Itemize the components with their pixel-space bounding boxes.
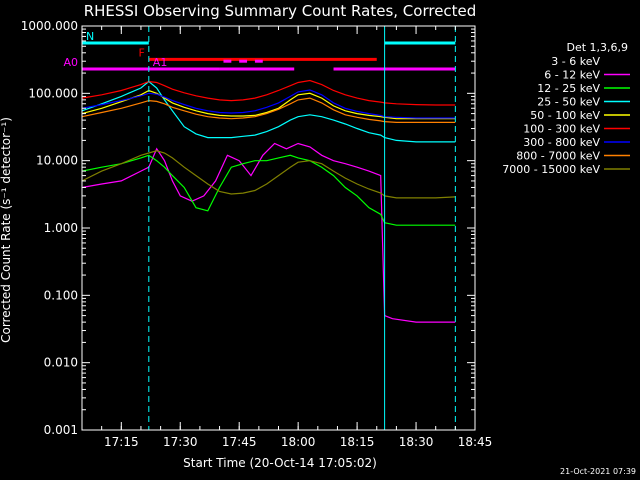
x-tick-label: 17:15 — [104, 435, 139, 449]
legend-label: 6 - 12 keV — [544, 69, 600, 82]
plot-frame — [81, 25, 476, 431]
x-axis-label: Start Time (20-Oct-14 17:05:02) — [183, 456, 377, 470]
state-bars: N F A0 A1 — [63, 30, 456, 71]
series-line-8 — [81, 150, 456, 199]
legend-label: 12 - 25 keV — [537, 82, 600, 95]
state-bar-label: A1 — [153, 56, 168, 69]
state-bar-label: F — [138, 46, 144, 59]
legend-label: 800 - 7000 keV — [516, 150, 600, 163]
state-bar-label: A0 — [63, 56, 78, 69]
x-tick-label: 18:15 — [340, 435, 375, 449]
series-line-7 — [81, 97, 456, 124]
series-line-4 — [81, 89, 456, 120]
series-layer — [81, 79, 456, 363]
legend-label: 3 - 6 keV — [551, 55, 600, 68]
x-tick-label: 18:00 — [281, 435, 316, 449]
y-tick-label: 1000.000 — [21, 19, 78, 33]
chart-title: RHESSI Observing Summary Count Rates, Co… — [84, 2, 477, 20]
series-line-5 — [81, 79, 456, 106]
x-tick-label: 18:45 — [458, 435, 493, 449]
timestamp: 21-Oct-2021 07:39 — [560, 467, 636, 476]
x-tick-label: 18:30 — [399, 435, 434, 449]
y-tick-label: 0.010 — [44, 356, 78, 370]
x-tick-label: 17:45 — [222, 435, 257, 449]
y-tick-label: 0.001 — [44, 423, 78, 437]
legend-label: 50 - 100 keV — [530, 109, 600, 122]
legend-label: 100 - 300 keV — [523, 123, 600, 136]
legend-label: 25 - 50 keV — [537, 96, 600, 109]
series-line-1 — [81, 142, 456, 323]
series-line-3 — [81, 80, 456, 143]
vertical-markers — [81, 26, 456, 430]
y-tick-label: 10.000 — [36, 154, 78, 168]
series-line-2 — [81, 154, 456, 226]
axes: 1000.000 100.000 10.000 1.000 0.100 0.010 0.00… — [21, 19, 493, 449]
y-tick-label: 0.100 — [44, 288, 78, 302]
legend-label: 7000 - 15000 keV — [502, 163, 600, 176]
y-axis-label: Corrected Count Rate (s⁻¹ detector⁻¹) — [0, 117, 13, 343]
y-tick-label: 1.000 — [44, 221, 78, 235]
x-tick-label: 17:30 — [163, 435, 198, 449]
y-tick-label: 100.000 — [28, 86, 78, 100]
legend-label: 300 - 800 keV — [523, 136, 600, 149]
legend-title: Det 1,3,6,9 — [566, 41, 628, 54]
state-bar-label: N — [86, 30, 94, 43]
series-line-6 — [81, 89, 456, 119]
